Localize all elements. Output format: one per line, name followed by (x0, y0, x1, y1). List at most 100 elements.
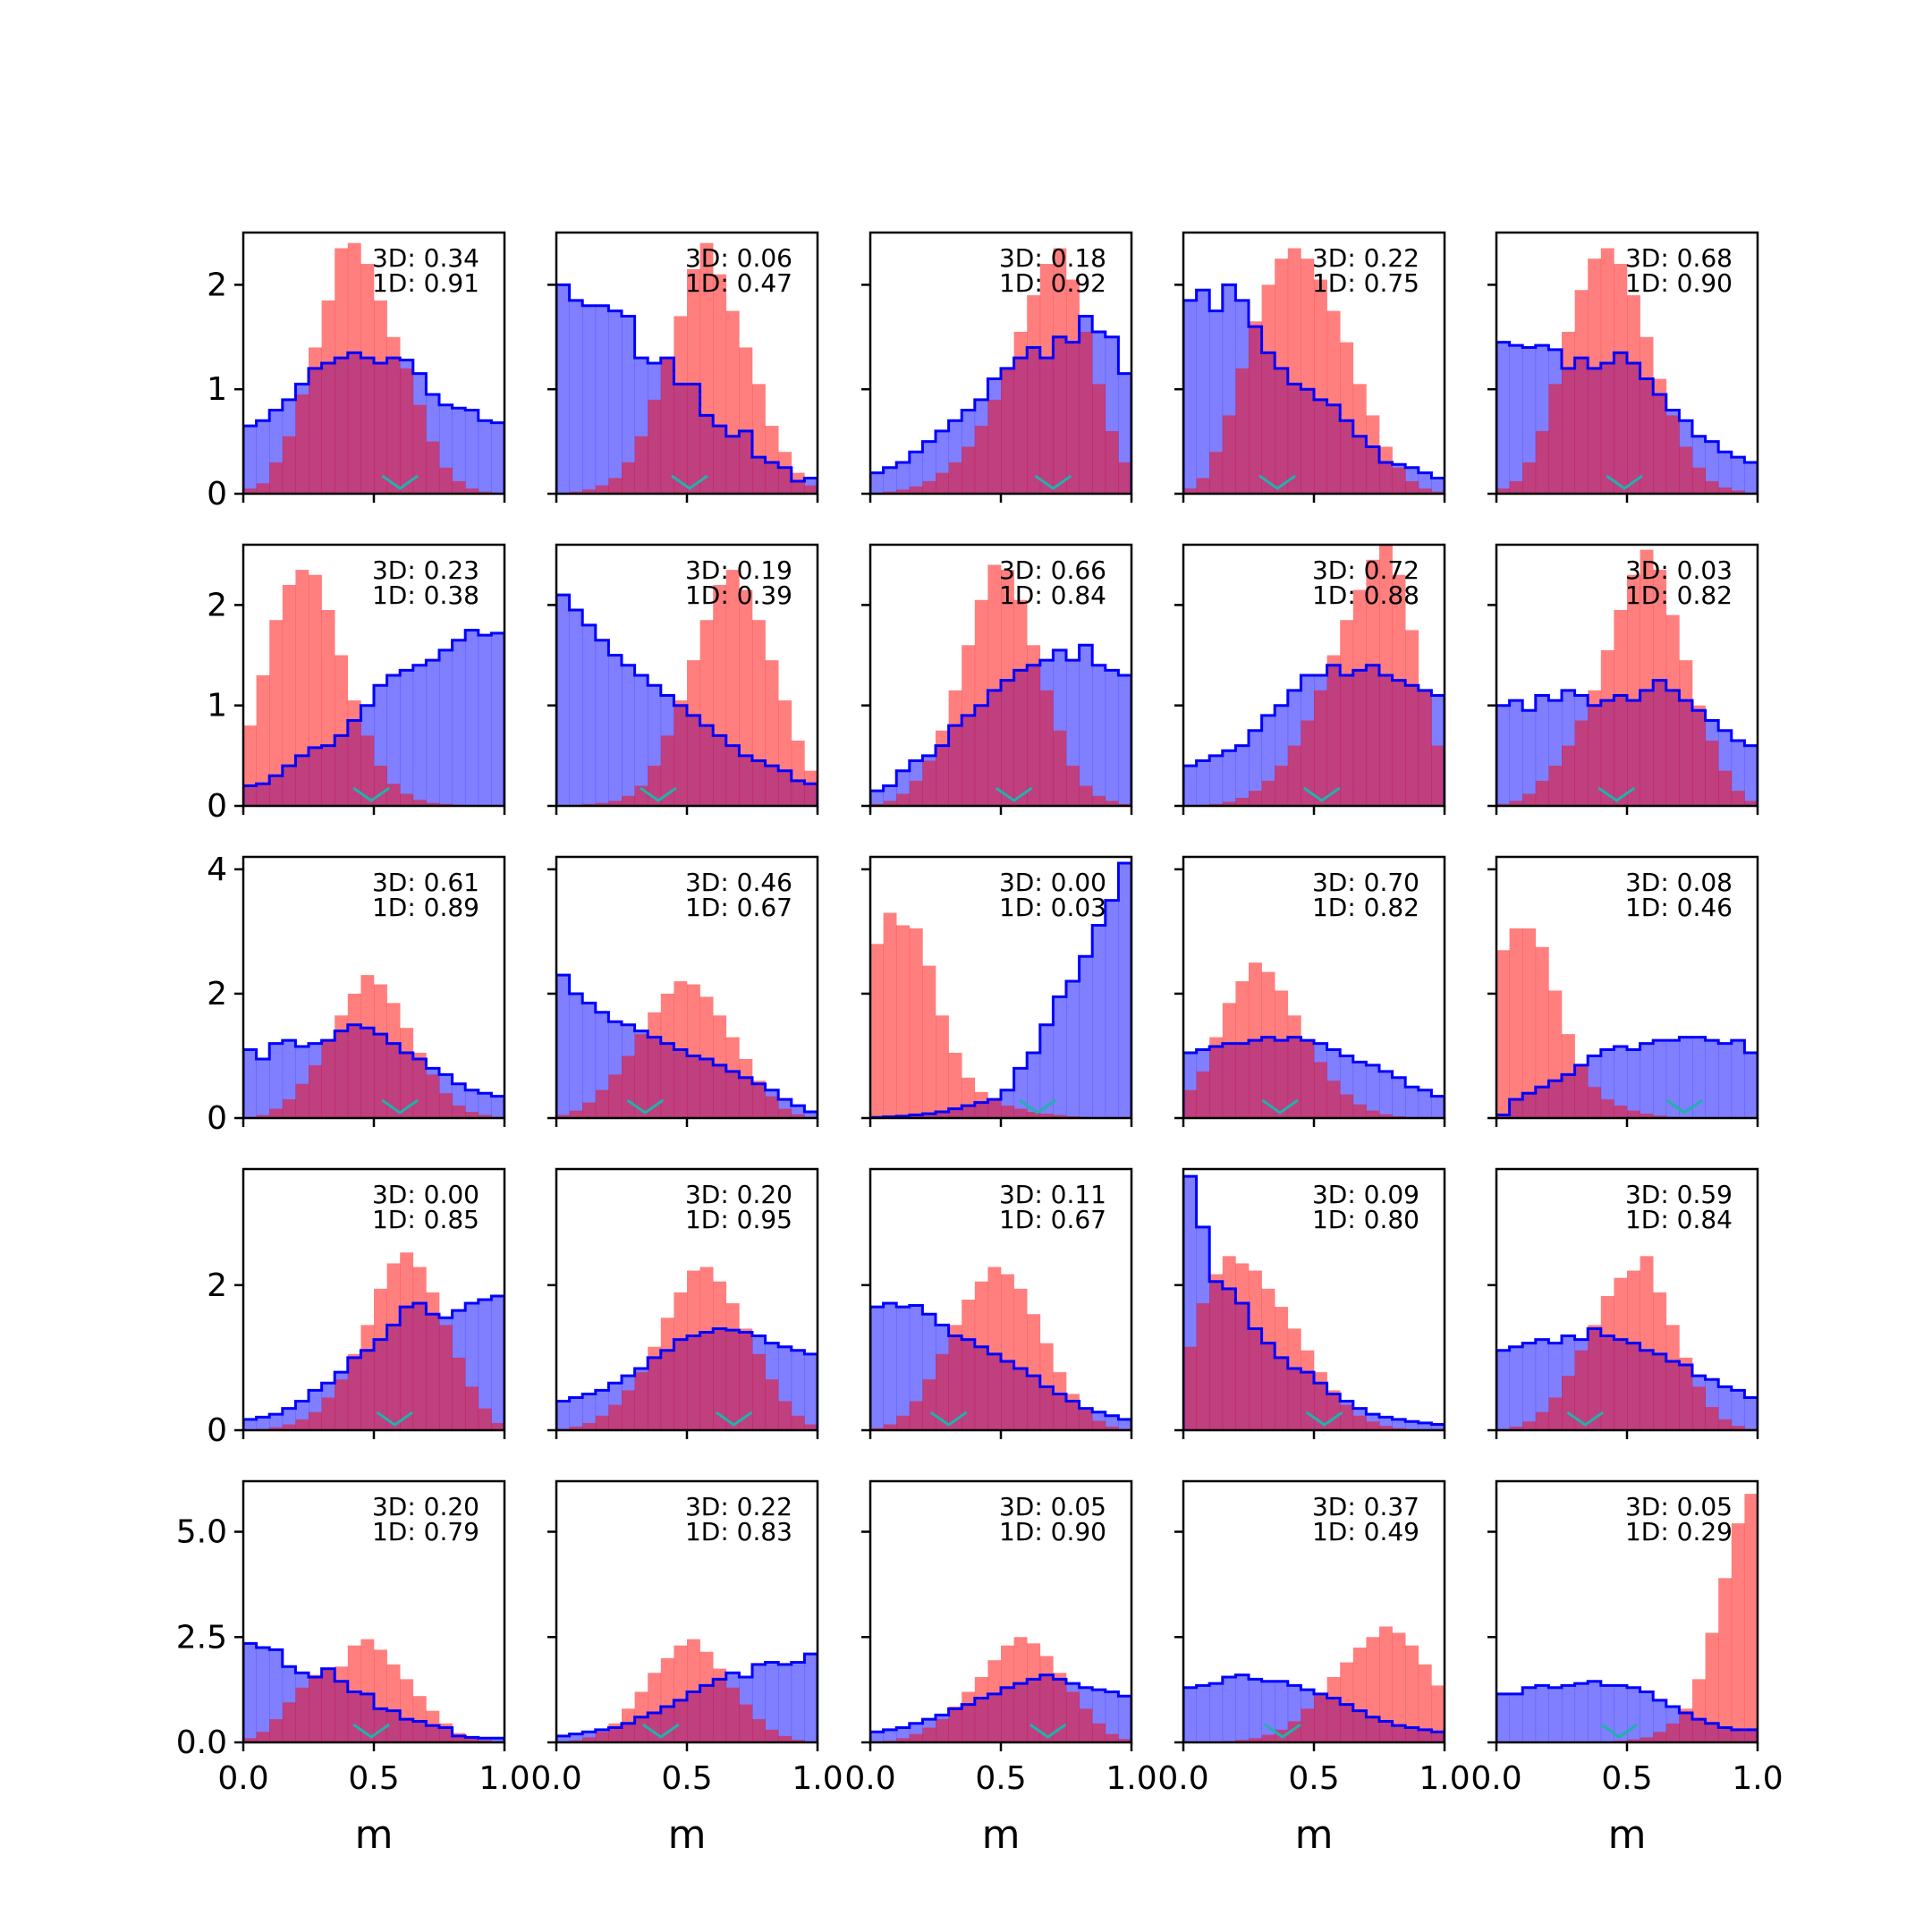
red-bar (1352, 384, 1367, 494)
marker-v (1034, 474, 1072, 490)
red-bar (1079, 331, 1093, 494)
panel-plot-area (870, 861, 1131, 1118)
blue-bar (1731, 457, 1745, 494)
blue-bar (1092, 665, 1106, 806)
red-bar (1744, 801, 1758, 806)
red-bar (804, 485, 818, 494)
red-bar (725, 1037, 740, 1118)
y-tick-label: 1 (207, 371, 227, 408)
blue-bar (478, 1300, 492, 1430)
blue-step-line (1496, 679, 1758, 806)
red-bar (778, 1401, 792, 1430)
red-bar (1562, 331, 1575, 494)
red-bar (1653, 1115, 1667, 1118)
red-bar (648, 1012, 662, 1118)
red-bar (1105, 801, 1119, 806)
marker-v (1258, 474, 1296, 490)
red-bar (426, 802, 440, 806)
red-bar (282, 1424, 296, 1430)
x-tick-label: 0.5 (1601, 1760, 1652, 1797)
red-bar (634, 436, 648, 494)
red-bar (347, 1645, 361, 1742)
blue-bar (1418, 1089, 1432, 1118)
red-bar (582, 489, 597, 494)
red-bar (1574, 290, 1589, 494)
red-bar (687, 268, 700, 494)
label-1d: 1D: 0.29 (1625, 1517, 1733, 1546)
red-bar (439, 1723, 453, 1742)
label-3d: 3D: 0.09 (1312, 1180, 1419, 1209)
red-bar (335, 1015, 349, 1118)
red-bar (987, 1660, 1002, 1742)
y-tick-label: 2.5 (176, 1619, 227, 1656)
blue-step-line (870, 1674, 1131, 1742)
label-1d: 1D: 0.39 (685, 580, 792, 610)
blue-step-line (243, 351, 504, 494)
red-bar (1548, 1397, 1563, 1430)
blue-bar (765, 1662, 779, 1742)
red-bar (1287, 1328, 1301, 1430)
red-bar (752, 384, 766, 494)
blue-step-line (243, 1641, 504, 1742)
red-bar (1705, 480, 1719, 494)
blue-bar (1744, 745, 1758, 806)
red-bar (1092, 1723, 1106, 1742)
red-bar (1013, 1637, 1028, 1742)
blue-bar (1105, 900, 1119, 1118)
red-bar (321, 300, 335, 494)
blue-step-line (870, 861, 1131, 1118)
red-bar (452, 1106, 466, 1118)
red-bar (1366, 1421, 1380, 1430)
y-tick-label: 0 (207, 788, 227, 825)
red-bar (752, 1353, 766, 1430)
red-bar (778, 1108, 792, 1118)
label-3d: 3D: 0.00 (999, 868, 1106, 897)
panel-plot-area (1183, 545, 1445, 806)
blue-bar (256, 1417, 270, 1430)
x-tick-label: 0.5 (348, 1760, 399, 1797)
blue-bar (922, 441, 936, 494)
red-bar (883, 912, 897, 1118)
red-bar (1522, 1421, 1537, 1430)
blue-bar (1522, 710, 1537, 806)
red-bar (439, 467, 453, 494)
red-bar (1640, 336, 1654, 494)
red-bar (739, 1058, 753, 1118)
x-tick-label: 0.5 (975, 1760, 1026, 1797)
red-bar (1392, 574, 1406, 806)
blue-bar (1183, 1687, 1197, 1742)
label-1d: 1D: 0.03 (999, 893, 1106, 922)
red-bar (1235, 1740, 1250, 1742)
blue-bar (1744, 1397, 1758, 1430)
red-bar (1105, 430, 1119, 494)
red-bar (465, 1738, 479, 1742)
red-bar (282, 584, 296, 806)
red-bar (400, 368, 414, 494)
blue-bar (1196, 1685, 1210, 1742)
red-bar (1548, 384, 1563, 494)
red-bar (335, 248, 349, 494)
red-bar (1261, 971, 1275, 1118)
y-tick-label: 0.0 (176, 1724, 227, 1761)
blue-bar (1496, 342, 1510, 494)
red-bar (896, 1415, 911, 1430)
red-bar (1326, 310, 1341, 494)
panel-plot-area (1183, 962, 1445, 1118)
red-bar (1665, 1723, 1680, 1742)
red-bar (569, 1426, 583, 1430)
blue-bar (1366, 1064, 1380, 1118)
red-bar (1548, 766, 1563, 806)
red-bar (1235, 368, 1250, 494)
y-tick-label: 4 (207, 852, 227, 888)
label-1d: 1D: 0.89 (372, 893, 479, 922)
red-bar (1314, 1693, 1327, 1742)
red-bar (765, 660, 779, 806)
blue-step-line (1183, 1674, 1445, 1742)
blue-bar (1496, 1350, 1510, 1430)
panel-plot-area (1183, 248, 1445, 494)
